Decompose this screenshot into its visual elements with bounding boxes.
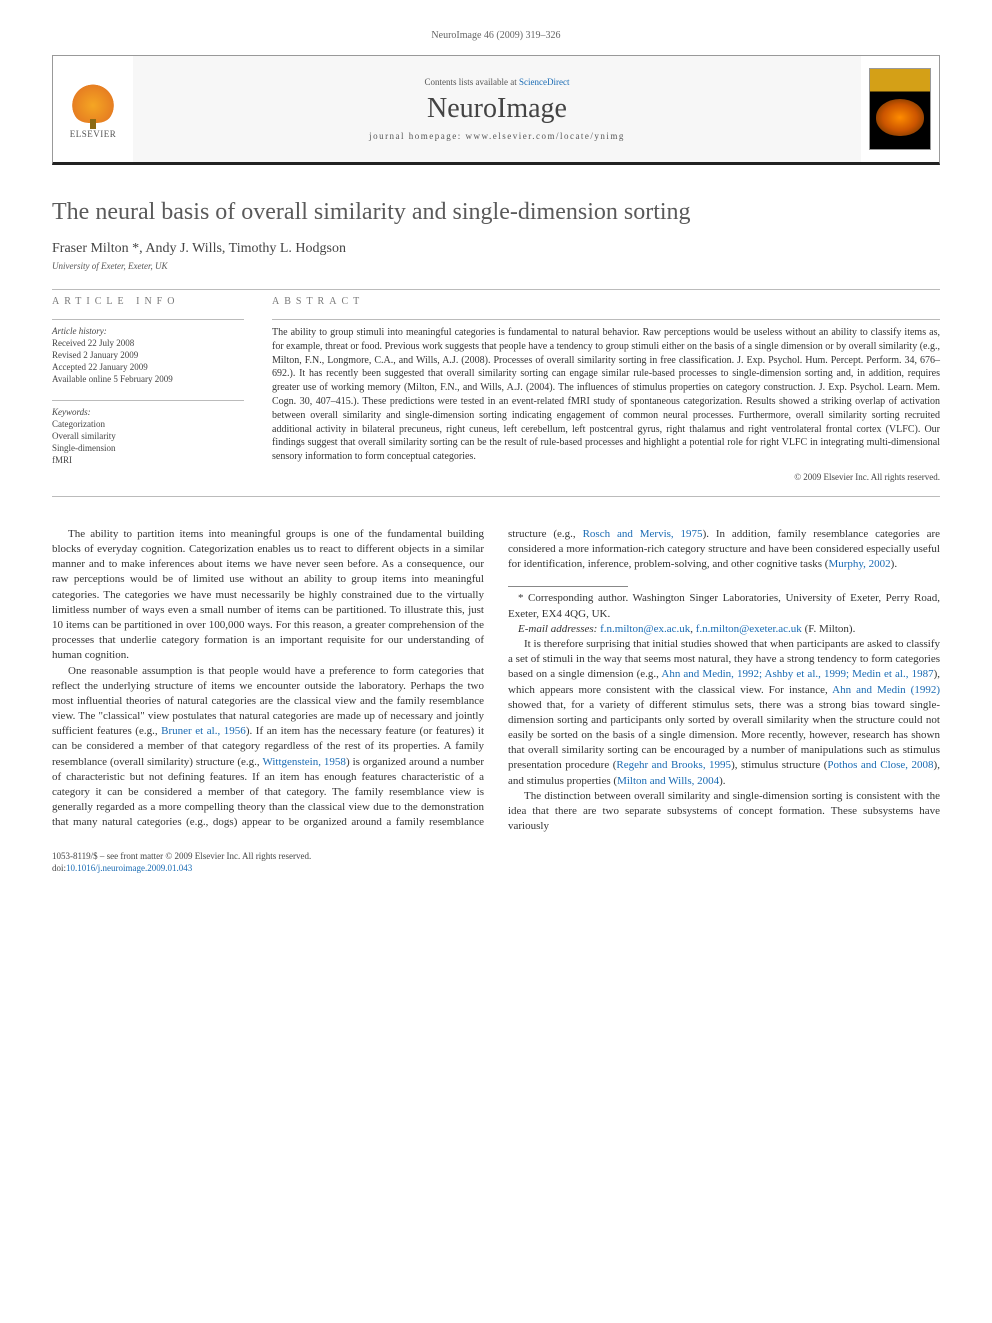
journal-cover[interactable] xyxy=(861,56,939,162)
article-title: The neural basis of overall similarity a… xyxy=(52,197,940,227)
divider xyxy=(52,496,940,497)
body-text: The ability to partition items into mean… xyxy=(52,527,940,834)
doi-link[interactable]: 10.1016/j.neuroimage.2009.01.043 xyxy=(66,863,192,873)
homepage-url[interactable]: www.elsevier.com/locate/ynimg xyxy=(466,131,625,141)
elsevier-logo[interactable]: ELSEVIER xyxy=(53,56,133,162)
keywords-block: Keywords: Categorization Overall similar… xyxy=(52,407,244,467)
history-text: Received 22 July 2008 Revised 2 January … xyxy=(52,337,244,386)
article-info-column: ARTICLE INFO Article history: Received 2… xyxy=(52,296,244,482)
body-paragraph: It is therefore surprising that initial … xyxy=(508,637,940,789)
citation-link[interactable]: Regehr and Brooks, 1995 xyxy=(616,759,731,771)
elsevier-tree-icon xyxy=(71,79,115,123)
abstract-heading: ABSTRACT xyxy=(272,296,940,307)
sciencedirect-link[interactable]: ScienceDirect xyxy=(519,77,569,87)
abstract-column: ABSTRACT The ability to group stimuli in… xyxy=(272,296,940,482)
history-label: Article history: xyxy=(52,326,244,336)
email-footnote: E-mail addresses: f.n.milton@ex.ac.uk, f… xyxy=(508,622,940,637)
body-span: ). xyxy=(719,775,725,787)
keywords-text: Categorization Overall similarity Single… xyxy=(52,418,244,467)
citation-link[interactable]: Milton and Wills, 2004 xyxy=(617,775,719,787)
divider xyxy=(52,400,244,401)
info-abstract-row: ARTICLE INFO Article history: Received 2… xyxy=(52,296,940,482)
abstract-text: The ability to group stimuli into meanin… xyxy=(272,326,940,464)
abstract-copyright: © 2009 Elsevier Inc. All rights reserved… xyxy=(272,472,940,482)
citation-link[interactable]: Murphy, 2002 xyxy=(828,558,890,570)
authors-text: Fraser Milton *, Andy J. Wills, Timothy … xyxy=(52,241,346,256)
footnote-block: * Corresponding author. Washington Singe… xyxy=(508,586,940,637)
body-paragraph: The distinction between overall similari… xyxy=(508,789,940,835)
citation-link[interactable]: Ahn and Medin, 1992; Ashby et al., 1999;… xyxy=(661,668,933,680)
footer-doi: doi:10.1016/j.neuroimage.2009.01.043 xyxy=(52,862,940,874)
email-link[interactable]: f.n.milton@exeter.ac.uk xyxy=(696,623,802,635)
journal-banner: ELSEVIER Contents lists available at Sci… xyxy=(52,55,940,165)
homepage-line: journal homepage: www.elsevier.com/locat… xyxy=(369,131,625,141)
divider xyxy=(272,319,940,320)
page-footer: 1053-8119/$ – see front matter © 2009 El… xyxy=(52,850,940,874)
article-history-block: Article history: Received 22 July 2008 R… xyxy=(52,326,244,386)
citation-link[interactable]: Rosch and Mervis, 1975 xyxy=(583,528,703,540)
citation-link[interactable]: Wittgenstein, 1958 xyxy=(262,756,346,768)
body-span: ). xyxy=(891,558,897,570)
doi-label: doi: xyxy=(52,863,66,873)
email-suffix: (F. Milton). xyxy=(802,623,856,635)
cover-thumbnail xyxy=(869,68,931,150)
body-span: ), stimulus structure ( xyxy=(731,759,827,771)
article-info-heading: ARTICLE INFO xyxy=(52,296,244,307)
email-link[interactable]: f.n.milton@ex.ac.uk xyxy=(600,623,690,635)
footer-line1: 1053-8119/$ – see front matter © 2009 El… xyxy=(52,850,940,862)
footnote-rule xyxy=(508,586,628,587)
body-paragraph: The ability to partition items into mean… xyxy=(52,527,484,664)
banner-center: Contents lists available at ScienceDirec… xyxy=(133,56,861,162)
contents-line: Contents lists available at ScienceDirec… xyxy=(425,77,570,87)
elsevier-text: ELSEVIER xyxy=(70,129,117,139)
citation-link[interactable]: Ahn and Medin (1992) xyxy=(832,684,940,696)
corresponding-footnote: * Corresponding author. Washington Singe… xyxy=(508,591,940,621)
keywords-label: Keywords: xyxy=(52,407,244,417)
running-header: NeuroImage 46 (2009) 319–326 xyxy=(52,30,940,41)
contents-prefix: Contents lists available at xyxy=(425,77,519,87)
homepage-prefix: journal homepage: xyxy=(369,131,465,141)
affiliation: University of Exeter, Exeter, UK xyxy=(52,261,940,271)
divider xyxy=(52,319,244,320)
citation-link[interactable]: Bruner et al., 1956 xyxy=(161,725,246,737)
citation-link[interactable]: Pothos and Close, 2008 xyxy=(827,759,933,771)
email-label: E-mail addresses: xyxy=(518,623,600,635)
journal-name: NeuroImage xyxy=(427,93,567,125)
brain-icon xyxy=(876,99,924,136)
divider xyxy=(52,289,940,290)
author-list: Fraser Milton *, Andy J. Wills, Timothy … xyxy=(52,241,940,257)
